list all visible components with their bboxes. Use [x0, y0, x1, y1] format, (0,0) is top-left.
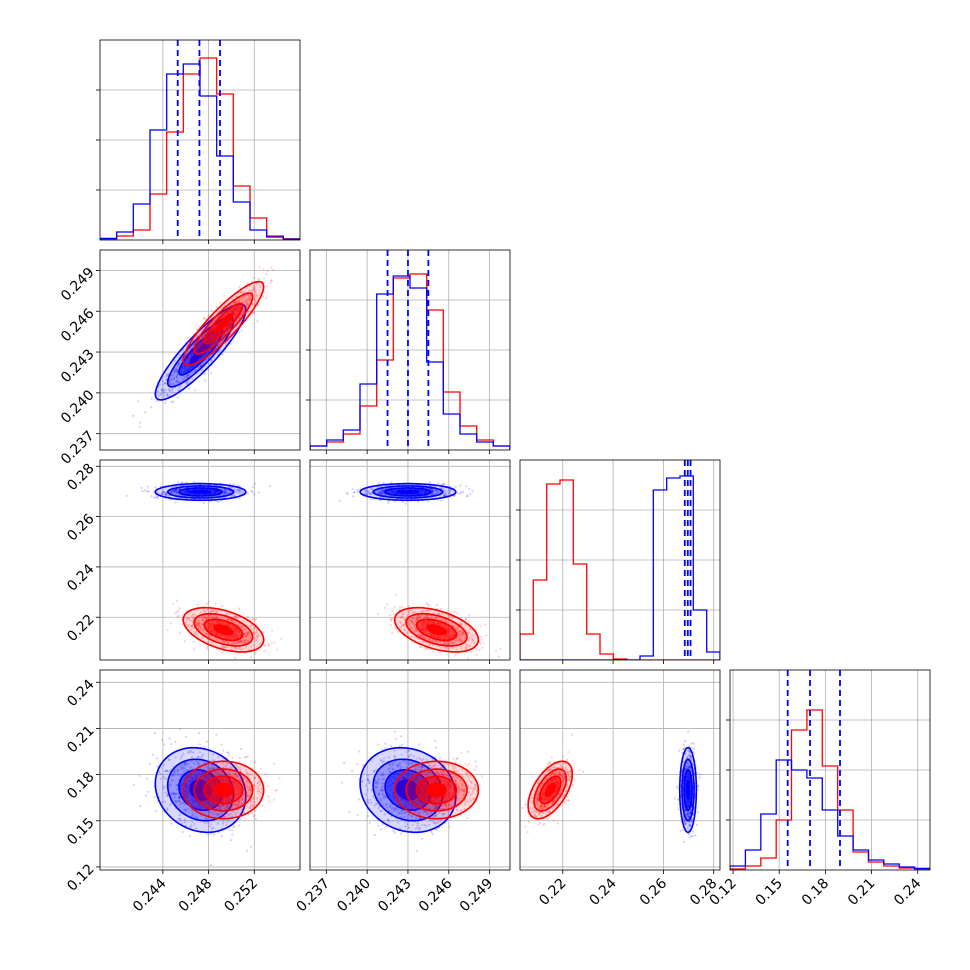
density-contour-0 — [178, 487, 224, 497]
x-tick-label: 0.22 — [536, 876, 569, 909]
density-contour-1 — [182, 280, 265, 367]
density-contour-1 — [182, 606, 265, 653]
density-contour-0 — [384, 769, 432, 811]
x-tick-label: 0.26 — [637, 875, 670, 908]
density-peak-0 — [396, 489, 420, 494]
y-tick-label: 0.18 — [64, 769, 97, 802]
density-contour-1 — [203, 775, 244, 805]
histogram-steps — [310, 275, 510, 450]
density-peak-0 — [686, 779, 691, 801]
scatter-panel-1-0 — [99, 249, 301, 451]
x-tick-label: 0.15 — [753, 876, 786, 909]
scatter-panel-3-0 — [99, 669, 301, 871]
density-contour-1 — [182, 760, 265, 820]
density-contour-1 — [203, 302, 244, 345]
panel-frame — [99, 39, 301, 241]
density-contour-1 — [533, 768, 568, 812]
y-tick-label: 0.24 — [64, 677, 97, 710]
density-contour-0 — [359, 482, 457, 502]
x-tick-label: 0.252 — [221, 876, 261, 916]
scatter-panel-3-2 — [519, 669, 721, 871]
histogram-panel-1 — [306, 249, 511, 451]
scatter-panel-3-1 — [309, 669, 511, 871]
x-tick-label: 0.246 — [416, 875, 456, 915]
density-contour-0 — [384, 487, 432, 497]
density-contour-0 — [372, 758, 444, 822]
density-contour-0 — [154, 746, 247, 834]
y-tick-label: 0.249 — [58, 265, 98, 305]
density-contour-0 — [359, 746, 457, 834]
histogram-steps — [520, 479, 720, 660]
y-tick-label: 0.237 — [58, 428, 98, 468]
x-tick-label: 0.237 — [293, 876, 333, 916]
x-tick-label: 0.24 — [891, 875, 924, 908]
density-contour-1 — [415, 775, 458, 805]
y-tick-label: 0.240 — [58, 387, 98, 427]
x-tick-label: 0.244 — [130, 875, 170, 915]
density-contour-0 — [166, 485, 235, 499]
y-tick-label: 0.246 — [58, 306, 98, 346]
density-peak-1 — [213, 624, 234, 636]
histogram-steps — [730, 709, 930, 870]
density-contour-0 — [683, 768, 693, 812]
density-peak-1 — [426, 624, 447, 636]
density-contour-1 — [393, 606, 480, 653]
density-contour-1 — [203, 618, 244, 642]
density-contour-1 — [415, 618, 458, 642]
x-tick-label: 0.243 — [375, 876, 415, 916]
scatter-panel-2-0 — [99, 459, 301, 661]
panel-frame — [729, 669, 931, 871]
y-tick-label: 0.24 — [64, 561, 97, 594]
y-tick-label: 0.21 — [64, 723, 97, 756]
density-contour-0 — [678, 746, 698, 834]
density-contour-0 — [154, 303, 247, 401]
density-contour-1 — [193, 292, 254, 355]
y-tick-label: 0.26 — [64, 511, 97, 544]
histogram-steps — [520, 475, 720, 660]
panel-frame — [99, 669, 301, 871]
y-tick-label: 0.22 — [64, 612, 97, 645]
density-contour-1 — [527, 760, 574, 820]
panel-frame — [519, 669, 721, 871]
histogram-panel-3 — [726, 669, 931, 871]
panel-frame — [99, 249, 301, 451]
panel-frame — [309, 249, 511, 451]
y-tick-label: 0.243 — [58, 346, 98, 386]
density-peak-1 — [213, 313, 234, 334]
x-tick-label: 0.24 — [587, 875, 620, 908]
panel-frame — [99, 459, 301, 661]
histogram-panel-0 — [96, 39, 301, 241]
density-peak-0 — [189, 489, 212, 494]
density-peak-0 — [189, 340, 212, 364]
density-contour-0 — [681, 758, 695, 822]
density-peak-1 — [213, 782, 234, 798]
scatter-panel-2-1 — [309, 459, 511, 661]
density-peak-1 — [544, 782, 556, 798]
panel-frame — [519, 459, 721, 661]
panel-frame — [309, 669, 511, 871]
density-contour-1 — [393, 760, 480, 820]
histogram-panel-2 — [516, 459, 721, 661]
histogram-steps — [730, 759, 930, 870]
density-contour-0 — [154, 482, 247, 502]
density-contour-1 — [405, 612, 468, 647]
panel-frame — [309, 459, 511, 661]
y-tick-label: 0.12 — [64, 861, 97, 894]
density-contour-1 — [193, 612, 254, 647]
density-peak-1 — [426, 782, 447, 798]
y-tick-label: 0.15 — [64, 815, 97, 848]
x-tick-label: 0.240 — [334, 876, 374, 916]
x-tick-label: 0.249 — [457, 876, 497, 916]
x-tick-label: 0.248 — [176, 876, 216, 916]
density-contour-1 — [538, 775, 562, 805]
x-tick-label: 0.21 — [845, 876, 878, 909]
density-peak-0 — [396, 779, 420, 801]
density-contour-1 — [405, 768, 468, 812]
density-contour-1 — [193, 768, 254, 812]
density-contour-0 — [372, 485, 444, 499]
x-tick-label: 0.18 — [799, 876, 832, 909]
